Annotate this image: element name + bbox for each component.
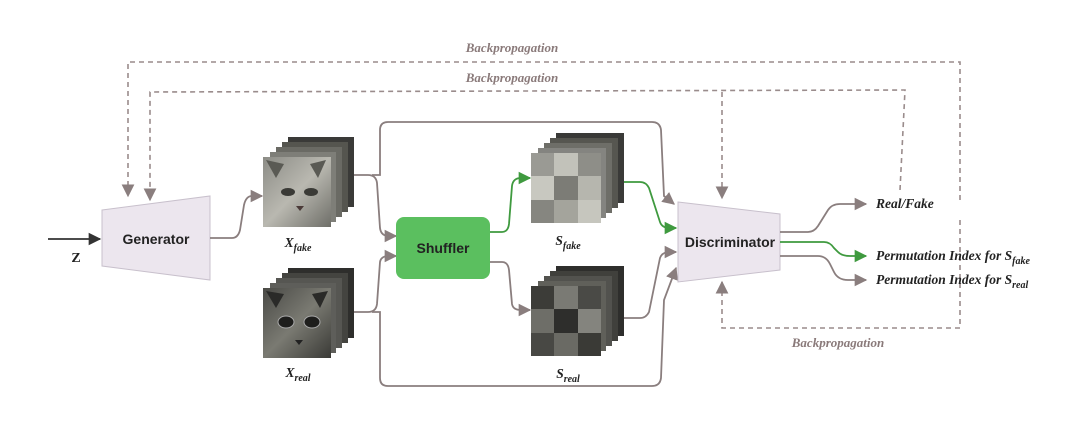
- perm-fake-output-label: Permutation Index for Sfake: [876, 248, 1030, 267]
- sfake-label: Sfake: [555, 233, 581, 252]
- generator-block: [101, 195, 211, 281]
- sfake-image-stack: [531, 133, 624, 223]
- backprop-bottom-path: [715, 220, 961, 329]
- discriminator-label: Discriminator: [685, 234, 776, 250]
- xreal-to-shuffler-arrow: [354, 249, 398, 313]
- sreal-label: Sreal: [556, 366, 580, 385]
- backprop-label-second: Backpropagation: [465, 70, 558, 85]
- sfake-to-discriminator-arrow: [624, 181, 678, 235]
- xreal-to-discriminator-arrow: [372, 266, 678, 387]
- to-perm-real-arrow: [780, 255, 868, 287]
- xfake-to-discriminator-arrow: [372, 121, 675, 205]
- perm-real-output-label: Permutation Index for Sreal: [876, 272, 1028, 291]
- xfake-image-stack: [263, 137, 354, 227]
- backprop-inner-path: [143, 89, 906, 202]
- z-label: Z: [71, 251, 80, 266]
- to-real-fake-arrow: [780, 197, 868, 233]
- real-fake-output-label: Real/Fake: [875, 196, 934, 211]
- shuffler-to-sfake-arrow: [490, 171, 532, 233]
- backprop-label-bottom: Backpropagation: [791, 335, 884, 350]
- backprop-lines: [121, 61, 961, 329]
- xreal-image-stack: [263, 268, 354, 358]
- shuffler-to-sreal-arrow: [490, 261, 532, 317]
- xfake-to-shuffler-arrow: [354, 174, 398, 243]
- backprop-label-top: Backpropagation: [465, 40, 558, 55]
- backprop-outer-path: [121, 61, 961, 200]
- generator-to-xfake-arrow: [210, 189, 264, 239]
- shuffler-label: Shuffler: [417, 240, 470, 256]
- shuffler-block: [396, 217, 490, 279]
- sreal-to-discriminator-arrow: [624, 245, 678, 319]
- discriminator-block: [677, 201, 781, 283]
- xreal-label: Xreal: [284, 365, 310, 384]
- to-perm-fake-arrow: [780, 241, 868, 263]
- xfake-label: Xfake: [284, 235, 312, 254]
- generator-label: Generator: [123, 231, 190, 247]
- sreal-image-stack: [531, 266, 624, 356]
